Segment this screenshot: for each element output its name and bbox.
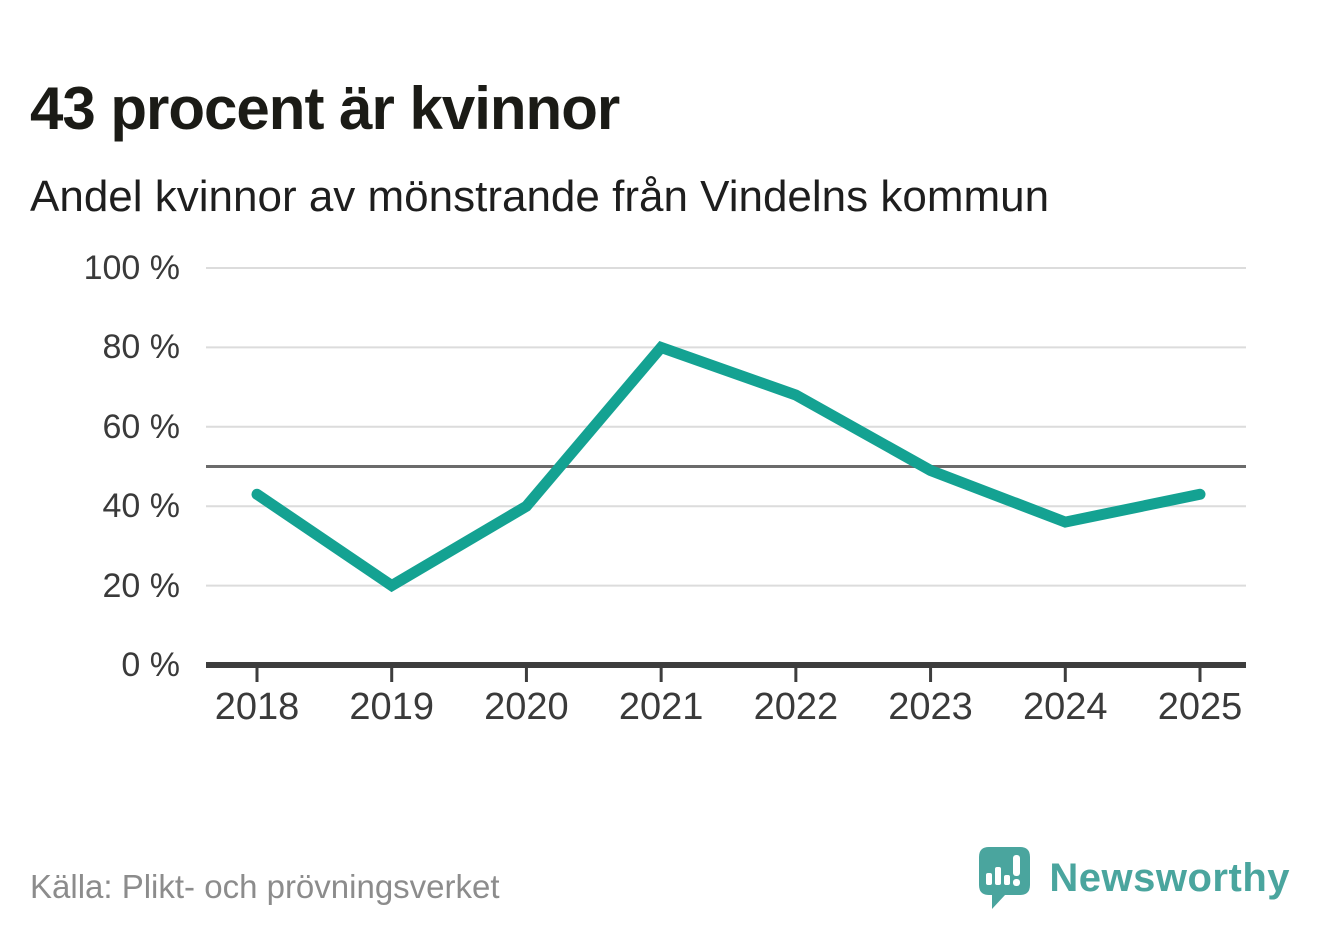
y-tick-label-40: 40 % [102, 487, 181, 526]
y-tick-label-20: 20 % [102, 566, 181, 605]
newsworthy-logo-icon [979, 847, 1031, 909]
bar-2 [995, 867, 1002, 885]
x-tick-label-2018: 2018 [214, 686, 300, 728]
x-tick-label-2020: 2020 [484, 686, 569, 728]
x-tick-label-2022: 2022 [753, 686, 839, 728]
page-title: 43 procent är kvinnor [30, 75, 620, 143]
chart-subtitle: Andel kvinnor av mönstrande från Vindeln… [30, 172, 1050, 221]
chart-area: 0 % 20 % 40 % 60 % 80 % 100 % 2018 2019 2020 202… [83, 249, 1246, 728]
exclamation-dot [1013, 879, 1021, 886]
brand-logo: Newsworthy [978, 842, 1290, 912]
source-caption: Källa: Plikt- och prövningsverket [30, 868, 500, 905]
x-tick-label-2021: 2021 [618, 686, 704, 728]
y-tick-label-80: 80 % [102, 328, 181, 367]
y-tick-label-100: 100 % [83, 249, 180, 287]
data-line-share-of-women [251, 340, 1206, 593]
bar-3 [1004, 875, 1011, 885]
x-tick-label-2024: 2024 [1023, 686, 1108, 728]
x-tick-label-2023: 2023 [888, 686, 973, 728]
chart-svg [206, 267, 1246, 682]
x-tick-label-2019: 2019 [349, 686, 434, 728]
bar-1 [986, 873, 993, 885]
y-tick-label-0: 0 % [121, 646, 180, 684]
brand-name: Newsworthy [1049, 856, 1290, 900]
y-tick-label-60: 60 % [102, 407, 181, 446]
exclamation-stem [1013, 855, 1021, 876]
x-tick-label-2025: 2025 [1157, 686, 1243, 728]
